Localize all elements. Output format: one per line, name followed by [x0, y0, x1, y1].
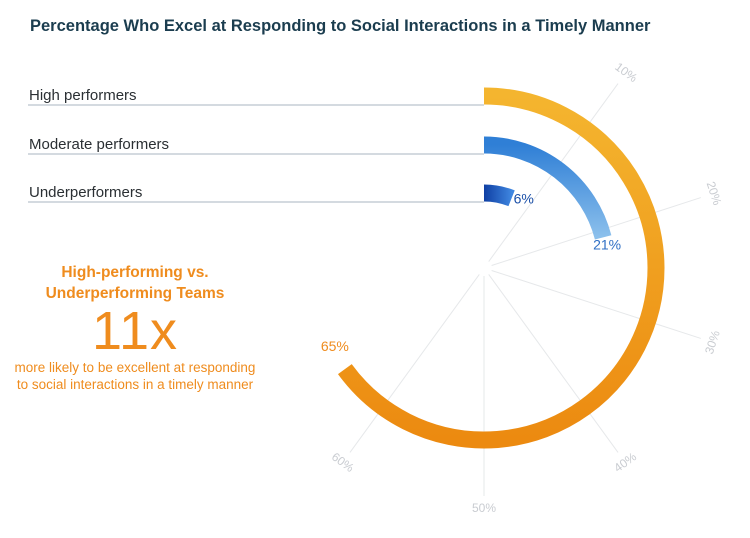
grid-line-40	[488, 274, 619, 453]
grid-line-30	[491, 269, 701, 339]
grid-line-60	[349, 274, 480, 453]
category-label-high-performers: High performers	[29, 87, 137, 104]
value-label-high-performers: 65%	[321, 338, 349, 354]
tick-label-40: 40%	[611, 449, 639, 475]
tick-label-60: 60%	[329, 450, 357, 476]
radial-bars	[337, 87, 665, 449]
tick-label-10: 10%	[612, 60, 640, 86]
callout-heading: High-performing vs. Underperforming Team…	[45, 264, 225, 302]
tick-label-50: 50%	[472, 501, 496, 515]
value-label-underperformers: 6%	[514, 190, 534, 206]
comparison-callout: High-performing vs. Underperforming Team…	[10, 262, 260, 393]
bar-high-performers	[337, 87, 665, 449]
category-label-moderate-performers: Moderate performers	[29, 136, 169, 153]
value-label-moderate-performers: 21%	[593, 236, 621, 252]
bar-underperformers	[483, 184, 515, 207]
tick-label-20: 20%	[704, 180, 725, 207]
tick-label-30: 30%	[702, 328, 723, 355]
bar-moderate-performers	[483, 136, 612, 240]
callout-big-number: 11x	[91, 301, 179, 361]
category-label-underperformers: Underperformers	[29, 184, 142, 201]
callout-description: more likely to be excellent at respondin…	[14, 360, 256, 392]
chart-title: Percentage Who Excel at Responding to So…	[30, 17, 651, 35]
